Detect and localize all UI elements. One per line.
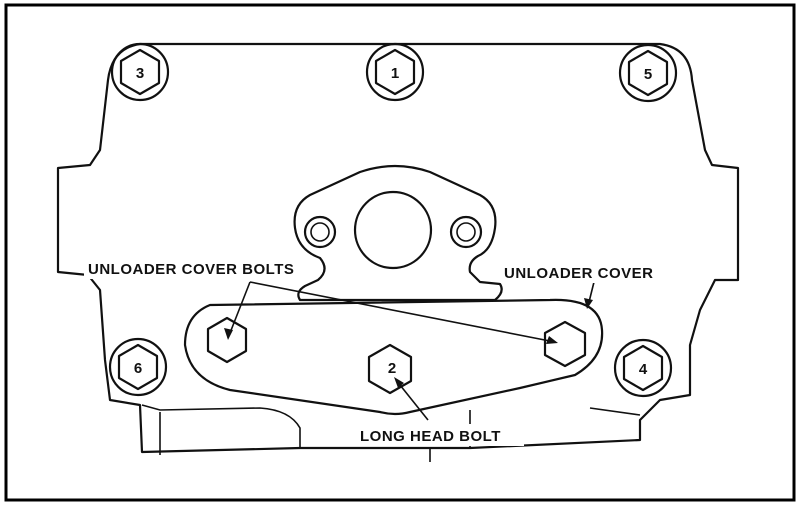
leader-cover-bolts-right [249,281,556,343]
callout-bg-unloader-cover [500,261,666,283]
valve-plate [293,164,503,302]
bolt-6-number: 6 [134,360,142,377]
callout-unloader-cover-bolts: UNLOADER COVER BOLTS [88,261,294,278]
bolt-4: 4 [613,338,673,398]
leader-cover-bolts-left [227,281,251,339]
plate-stud-left-inner [310,222,330,242]
bolt-3-number: 3 [136,65,144,82]
bolt-2: 2 [367,343,413,395]
arrowhead-cover-bolt-right [546,336,558,344]
bolt-4-number: 4 [639,361,648,378]
head-outline [56,42,740,454]
plate-stud-right-outer [449,215,483,249]
bolt-3: 3 [110,42,170,102]
bolt-1: 1 [365,42,425,102]
valve-port [353,190,433,270]
arrowhead-long-head-bolt [394,377,404,388]
bolt-1-number: 1 [391,65,399,82]
arrowhead-cover-bolt-left [224,328,233,340]
callout-bg-cover-bolts [84,257,306,279]
bolt-5-number: 5 [644,66,652,83]
callout-long-head-bolt: LONG HEAD BOLT [360,428,501,445]
plate-stud-left-outer [303,215,337,249]
leader-long-head-bolt [395,379,429,421]
bolt-6: 6 [108,337,168,397]
bolt-2-number: 2 [388,360,396,377]
callout-bg-long-head-bolt [356,424,524,446]
unloader-cover-outline [183,298,604,416]
unloader-cover-bolt-right [543,320,587,368]
bolt-5: 5 [618,43,678,103]
diagram-frame [4,3,796,502]
arrowhead-unloader-cover [584,298,593,309]
callout-unloader-cover: UNLOADER COVER [504,265,654,282]
head-lower-ledge [159,412,431,462]
unloader-cover-bolt-left [206,316,248,364]
plate-stud-right-inner [456,222,476,242]
